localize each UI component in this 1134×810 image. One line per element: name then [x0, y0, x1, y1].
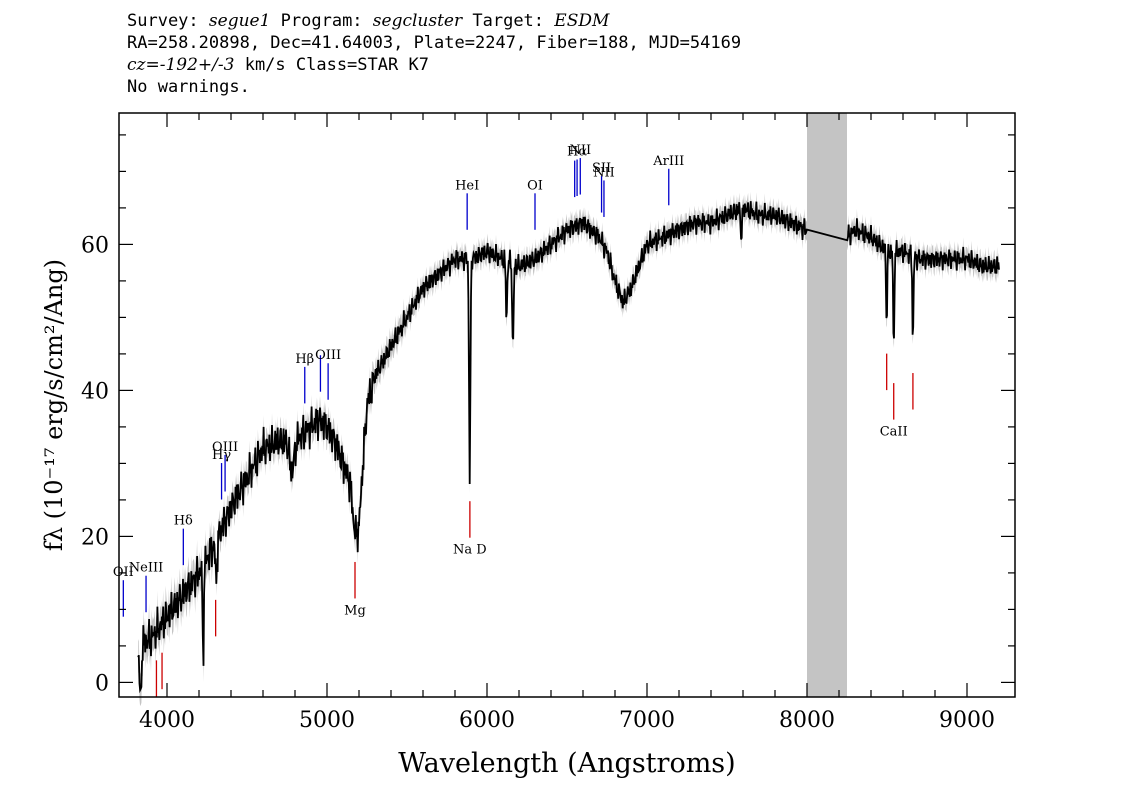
- y-tick-label: 60: [81, 233, 109, 258]
- x-tick-label: 5000: [299, 708, 355, 733]
- survey-value: segue1: [208, 11, 271, 31]
- y-tick-label: 20: [81, 525, 109, 550]
- plot-frame: [118, 112, 1016, 698]
- flux-layer: [137, 201, 1000, 694]
- x-tick-label: 7000: [619, 708, 675, 733]
- emission-label: Hδ: [174, 514, 193, 529]
- header-line-survey: Survey: segue1 Program: segcluster Targe…: [127, 10, 1117, 32]
- y-tick-label: 0: [95, 671, 109, 696]
- absorption-label: Na D: [453, 543, 487, 558]
- emission-label: NeIII: [129, 561, 163, 576]
- y-axis-label: fλ (10⁻¹⁷ erg/s/cm²/Ang): [40, 259, 68, 551]
- emission-label: OIII: [315, 348, 341, 363]
- program-label: Program:: [280, 11, 363, 31]
- tick-layer: 4000 5000 6000 7000 8000 9000 0 20 40 60: [81, 113, 1015, 733]
- header-line-coords: RA=258.20898, Dec=41.64003, Plate=2247, …: [127, 33, 742, 53]
- emission-label: Hβ: [295, 352, 314, 367]
- x-tick-label: 6000: [459, 708, 515, 733]
- spectrum-header: Survey: segue1 Program: segcluster Targe…: [127, 10, 1117, 98]
- x-tick-label: 8000: [779, 708, 835, 733]
- x-tick-label: 4000: [139, 708, 195, 733]
- emission-label: SII: [592, 161, 611, 176]
- absorption-label: Mg: [344, 603, 366, 618]
- error-band: [138, 191, 999, 707]
- emission-label: ArIII: [652, 154, 684, 169]
- y-tick-label: 40: [81, 379, 109, 404]
- survey-label: Survey:: [127, 11, 199, 31]
- header-line-redshift: cz=-192+/-3 km/s Class=STAR K7: [127, 54, 1117, 76]
- emission-label: Hα: [567, 145, 587, 160]
- emission-label: OIII: [212, 440, 238, 455]
- header-line-warnings: No warnings.: [127, 77, 250, 97]
- error-band-layer: [138, 191, 999, 707]
- target-value: ESDM: [554, 11, 610, 31]
- redshift-class: km/s Class=STAR K7: [244, 55, 429, 75]
- flux-line: [137, 201, 1000, 694]
- emission-label: Hγ: [212, 448, 231, 463]
- masked-region-layer: [807, 113, 847, 697]
- emission-label: HeI: [455, 178, 479, 193]
- program-value: segcluster: [372, 11, 463, 31]
- emission-label: OI: [527, 178, 543, 193]
- redshift-value: cz=-192+/-3: [127, 55, 235, 75]
- x-axis-label: Wavelength (Angstroms): [398, 748, 735, 779]
- x-tick-label: 9000: [939, 708, 995, 733]
- emission-label: NII: [593, 165, 615, 180]
- masked-region: [807, 113, 847, 697]
- target-label: Target:: [472, 11, 545, 31]
- emission-label: NII: [569, 143, 591, 158]
- absorption-label: CaII: [880, 425, 908, 440]
